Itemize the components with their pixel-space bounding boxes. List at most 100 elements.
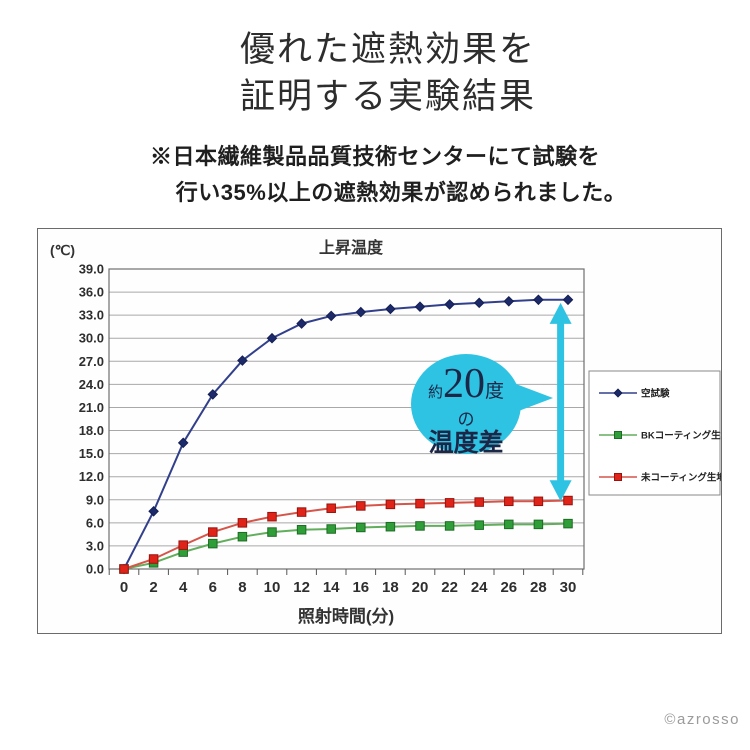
data-point-square — [504, 496, 514, 507]
series-空試験 — [118, 294, 574, 575]
legend-label: 未コーティング生地 — [640, 472, 721, 484]
y-tick-label: 15.0 — [79, 446, 104, 461]
data-point-diamond — [414, 301, 426, 312]
x-tick-label: 16 — [352, 579, 369, 596]
data-point-square — [237, 531, 248, 542]
x-tick-label: 12 — [293, 579, 310, 596]
y-tick-label: 9.0 — [86, 492, 104, 507]
callout-text-line1: 約20度 — [428, 361, 504, 407]
data-point-square — [415, 521, 425, 531]
x-tick-label: 2 — [149, 579, 157, 596]
data-point-diamond — [148, 506, 159, 517]
arrow-head-up — [549, 302, 572, 324]
y-unit-label: (℃) — [50, 242, 75, 258]
y-tick-label: 36.0 — [79, 285, 104, 300]
x-tick-label: 6 — [209, 579, 217, 596]
data-point-diamond — [444, 299, 455, 310]
legend-label: 空試験 — [641, 388, 670, 400]
y-tick-label: 39.0 — [79, 262, 104, 277]
chart-svg: 0.0 3.0 6.0 9.0 12.0 15.0 18.0 21.0 24.0 27.0 30.0… — [50, 238, 731, 626]
experiment-chart: 0.0 3.0 6.0 9.0 12.0 15.0 18.0 21.0 24.0 27.0 30.0… — [37, 228, 731, 634]
x-tick-label: 10 — [264, 579, 281, 596]
data-point-square — [415, 498, 425, 509]
x-tick-label: 22 — [441, 579, 458, 596]
legend-label: BKコーティング生地 — [641, 430, 721, 442]
data-point-square — [296, 525, 307, 535]
data-point-square — [533, 496, 544, 507]
data-point-square — [326, 524, 336, 534]
callout-text-line3: 温度差 — [428, 428, 503, 457]
data-point-diamond — [266, 332, 278, 344]
note-line1: ※日本繊維製品品質技術センターにて試験を — [149, 144, 600, 169]
data-point-square — [614, 473, 622, 481]
y-tick-label: 18.0 — [79, 423, 104, 438]
data-point-diamond — [207, 389, 219, 400]
data-point-diamond — [562, 294, 574, 306]
data-point-square — [208, 527, 218, 537]
data-point-square — [474, 497, 484, 507]
x-tick-label: 30 — [560, 579, 577, 596]
series-line — [123, 499, 569, 570]
series-未コーティング生地 — [119, 495, 573, 574]
x-tick-label: 8 — [238, 579, 246, 596]
y-tick-label: 30.0 — [79, 331, 104, 346]
x-tick-label: 4 — [179, 579, 188, 596]
data-point-diamond — [355, 306, 367, 318]
data-point-diamond — [237, 355, 248, 366]
legend-box — [588, 370, 721, 496]
y-tick-label: 21.0 — [79, 400, 104, 415]
data-point-square — [504, 519, 514, 530]
page-title: 優れた遮熱効果を 証明する実験結果 — [13, 26, 750, 120]
copyright: ©azrosso — [664, 711, 740, 728]
data-point-square — [148, 554, 159, 564]
data-point-diamond — [503, 296, 515, 307]
y-tick-label: 6.0 — [86, 515, 104, 530]
data-point-square — [356, 501, 366, 511]
x-tick-label: 20 — [412, 579, 429, 596]
data-point-square — [563, 495, 573, 506]
x-tick-label: 18 — [382, 579, 399, 596]
data-point-square — [208, 538, 218, 549]
data-point-square — [267, 527, 277, 537]
x-tick-label: 24 — [471, 579, 488, 596]
data-point-square — [444, 521, 455, 531]
data-point-square — [474, 520, 484, 530]
callout-text-line2: の — [458, 410, 475, 429]
data-point-square — [444, 498, 455, 508]
data-point-square — [356, 522, 366, 533]
page-title-line2: 証明する実験結果 — [239, 77, 536, 116]
data-point-square — [385, 521, 396, 532]
data-point-diamond — [296, 318, 307, 329]
x-tick-label: 0 — [120, 579, 128, 596]
data-point-diamond — [613, 388, 623, 398]
callout-bubble — [411, 354, 521, 454]
y-tick-label: 27.0 — [79, 354, 104, 369]
y-tick-label: 12.0 — [79, 469, 104, 484]
data-point-square — [119, 564, 129, 574]
x-axis-label: 照射時間(分) — [298, 606, 394, 626]
data-point-square — [296, 507, 307, 517]
chart-title: 上昇温度 — [319, 238, 384, 257]
data-point-square — [267, 511, 277, 522]
data-point-diamond — [533, 294, 544, 306]
temperature-gap-arrow — [549, 302, 572, 502]
data-point-square — [563, 518, 573, 529]
data-point-diamond — [385, 303, 396, 315]
data-point-diamond — [177, 437, 189, 449]
note-line2: 行い35%以上の遮熱効果が認められました。 — [175, 180, 627, 205]
certification-note: ※日本繊維製品品質技術センターにて試験を 行い35%以上の遮熱効果が認められまし… — [0, 139, 750, 211]
data-point-square — [326, 503, 336, 513]
data-point-square — [533, 519, 544, 530]
y-tick-label: 33.0 — [79, 308, 104, 323]
y-tick-label: 0.0 — [86, 562, 104, 577]
data-point-square — [614, 431, 622, 439]
data-point-diamond — [473, 297, 485, 309]
x-tick-label: 28 — [530, 579, 547, 596]
y-tick-label: 24.0 — [79, 377, 104, 392]
page-title-line1: 優れた遮熱効果を — [239, 30, 536, 69]
x-tick-label: 26 — [500, 579, 517, 596]
arrow-head-down — [549, 480, 572, 502]
legend: 空試験 BKコーティング生地未コーティング生地 — [588, 370, 731, 496]
